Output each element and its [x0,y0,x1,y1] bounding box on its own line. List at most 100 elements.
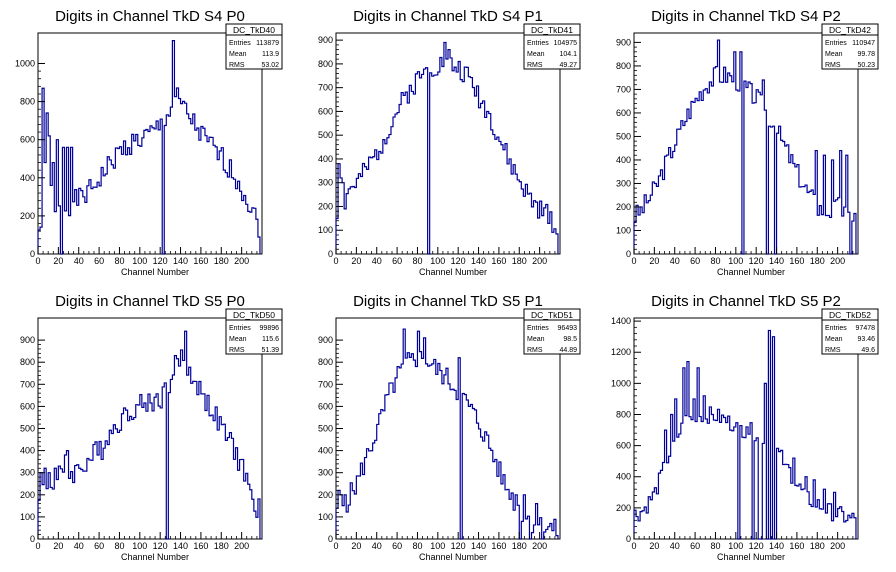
x-tick-label: 160 [789,256,804,266]
y-tick-label: 300 [318,178,333,188]
y-tick-label: 1400 [611,316,631,326]
stats-value-mean: 93.46 [857,336,875,343]
stats-name: DC_TkD52 [829,310,871,320]
x-tick-label: 20 [649,256,659,266]
y-tick-label: 200 [318,201,333,211]
histogram-line [335,328,559,540]
histogram-panel-5: Digits in Channel TkD S5 P2 0 200 400 600 800… [611,293,879,562]
x-tick-label: 100 [132,256,147,266]
y-tick-label: 400 [20,173,35,183]
x-tick-label: 20 [53,541,63,551]
stats-label-entries: Entries [825,325,847,332]
y-tick-label: 800 [20,97,35,107]
x-tick-label: 60 [690,541,700,551]
x-tick-label: 120 [451,541,466,551]
x-tick-label: 120 [153,541,168,551]
stats-label-rms: RMS [825,62,841,69]
y-tick-label: 800 [616,409,631,419]
stats-label-mean: Mean [527,336,545,343]
y-tick-label: 700 [318,379,333,389]
histogram-line [633,39,857,255]
x-tick-label: 200 [234,541,249,551]
x-tick-label: 180 [214,256,229,266]
histogram-line [37,40,261,255]
histogram-panel-0: Digits in Channel TkD S4 P00200400600800… [15,8,283,277]
y-tick-label: 900 [318,35,333,45]
stats-label-rms: RMS [229,62,245,69]
x-tick-label: 100 [728,541,743,551]
stats-label-rms: RMS [527,62,543,69]
histogram-panel-1: Digits in Channel TkD S4 P10100200300400… [318,8,581,277]
x-tick-label: 80 [412,541,422,551]
stats-value-mean: 104.1 [559,51,577,58]
chart-title: Digits in Channel TkD S5 P0 [55,293,245,310]
y-tick-label: 600 [616,108,631,118]
chart-title: Digits in Channel TkD S5 P2 [651,293,841,310]
stats-value-rms: 49.27 [559,62,577,69]
x-tick-label: 60 [94,256,104,266]
x-tick-label: 180 [512,256,527,266]
stats-value-entries: 96493 [558,325,578,332]
stats-name: DC_TkD42 [829,25,871,35]
stats-name: DC_TkD41 [531,25,573,35]
x-tick-label: 60 [392,541,402,551]
y-tick-label: 800 [20,357,35,367]
x-tick-label: 160 [193,541,208,551]
x-tick-label: 120 [749,541,764,551]
x-axis-label: Channel Number [121,552,189,562]
y-tick-label: 500 [318,424,333,434]
stats-box: DC_TkD51 Entries 96493 Mean 98.5 RMS 44.89 [523,308,581,355]
stats-name: DC_TkD50 [233,310,275,320]
x-tick-label: 0 [333,541,338,551]
y-tick-label: 400 [616,472,631,482]
x-tick-label: 200 [532,541,547,551]
stats-label-mean: Mean [229,51,247,58]
x-tick-label: 180 [810,256,825,266]
x-tick-label: 120 [749,256,764,266]
x-tick-label: 40 [670,541,680,551]
stats-box: DC_TkD40 Entries 113879 Mean 113.9 RMS 53.02 [225,23,283,70]
y-tick-label: 600 [616,441,631,451]
x-tick-label: 0 [631,256,636,266]
x-tick-label: 80 [412,256,422,266]
stats-box: DC_TkD52 Entries 97478 Mean 93.46 RMS 49.6 [821,308,879,355]
stats-box-frame [821,308,879,355]
y-tick-label: 100 [20,512,35,522]
stats-box: DC_TkD42 Entries 110947 Mean 99.78 RMS 50.23 [821,23,879,70]
histogram-line [37,330,261,540]
histogram-panel-2: Digits in Channel TkD S4 P20100200300400… [616,8,879,277]
x-tick-label: 80 [114,256,124,266]
x-tick-label: 0 [333,256,338,266]
y-tick-label: 300 [318,468,333,478]
y-tick-label: 300 [20,468,35,478]
y-tick-label: 400 [20,446,35,456]
stats-box-frame [523,23,581,70]
x-tick-label: 200 [830,541,845,551]
x-tick-label: 140 [769,541,784,551]
stats-box-frame [225,23,283,70]
y-tick-label: 800 [318,59,333,69]
stats-label-rms: RMS [229,347,245,354]
y-tick-label: 600 [20,135,35,145]
y-tick-label: 200 [318,490,333,500]
y-tick-label: 400 [318,154,333,164]
y-tick-label: 200 [616,503,631,513]
x-axis-label: Channel Number [717,552,785,562]
stats-label-entries: Entries [229,40,251,47]
x-tick-label: 100 [430,256,445,266]
x-tick-label: 0 [631,541,636,551]
y-tick-label: 600 [318,401,333,411]
stats-label-mean: Mean [825,336,843,343]
stats-name: DC_TkD40 [233,25,275,35]
y-tick-label: 600 [318,106,333,116]
x-tick-label: 200 [830,256,845,266]
x-tick-label: 60 [690,256,700,266]
y-tick-label: 200 [20,211,35,221]
stats-value-rms: 51.39 [261,347,279,354]
stats-label-mean: Mean [825,51,843,58]
y-tick-label: 600 [20,401,35,411]
x-tick-label: 20 [351,541,361,551]
x-tick-label: 0 [35,256,40,266]
y-tick-label: 0 [328,534,333,544]
